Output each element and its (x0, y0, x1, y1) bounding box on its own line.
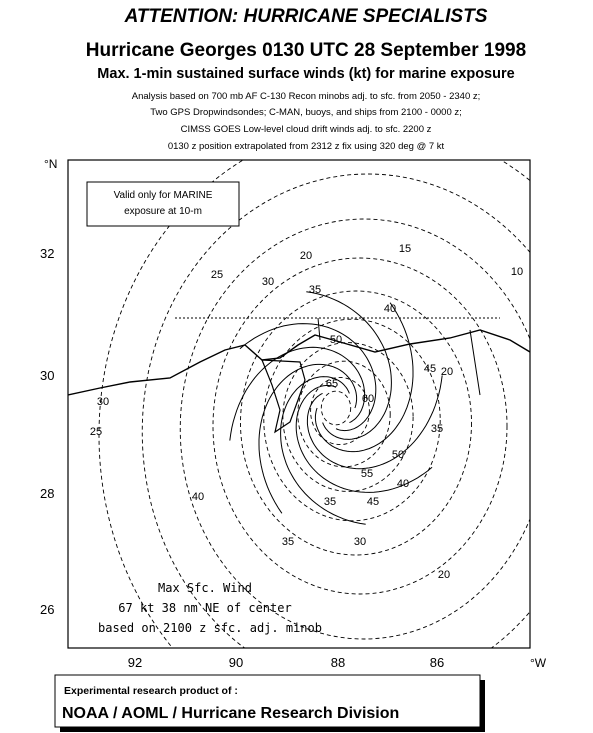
lat-tick: 26 (40, 602, 54, 617)
lon-tick: 88 (331, 655, 345, 670)
valid-box (86, 181, 240, 227)
contour-label: 65 (326, 378, 338, 390)
contour-label: 20 (300, 250, 312, 262)
contour-label: 35 (282, 536, 294, 548)
isotach (212, 257, 508, 595)
streamline (306, 375, 443, 470)
streamline (280, 376, 366, 525)
contour-label: 35 (309, 284, 321, 296)
contour-label: 45 (367, 496, 379, 508)
footer-box (54, 674, 481, 728)
contour-label: 30 (262, 276, 274, 288)
streamline (229, 346, 366, 441)
contour-label: 40 (397, 478, 409, 490)
contour-label: 40 (384, 303, 396, 315)
footer-line: Experimental research product of : (64, 685, 238, 697)
title: Hurricane Georges 0130 UTC 28 September … (86, 40, 526, 61)
contour-label: 40 (192, 491, 204, 503)
streamline (314, 302, 414, 453)
lat-tick: 30 (40, 368, 54, 383)
streamline (295, 384, 433, 493)
contour-label: 50 (392, 449, 404, 461)
note: 0130 z position extrapolated from 2312 z… (168, 141, 445, 152)
streamline (239, 323, 377, 432)
max-wind: based on 2100 z sfc. adj. minob (98, 621, 322, 635)
contour-label: 35 (324, 496, 336, 508)
contour-label: 25 (211, 269, 223, 281)
lon-tick: 86 (430, 655, 444, 670)
map-frame (67, 159, 531, 649)
contour-label: 60 (362, 393, 374, 405)
lon-tick: 92 (128, 655, 142, 670)
contour-label: 30 (97, 396, 109, 408)
lat-tick: 32 (40, 246, 54, 261)
note: Analysis based on 700 mb AF C-130 Recon … (132, 91, 481, 102)
contour-label: 20 (441, 366, 453, 378)
streamline (306, 291, 392, 440)
contour-label: 10 (511, 266, 523, 278)
contour-label: 25 (90, 426, 102, 438)
contour-label: 15 (399, 243, 411, 255)
footer-line: NOAA / AOML / Hurricane Research Divisio… (62, 705, 399, 722)
lon-unit: °W (530, 656, 547, 670)
subtitle: Max. 1-min sustained surface winds (kt) … (97, 66, 514, 82)
max-wind: Max Sfc. Wind (158, 581, 252, 595)
contour-label: 35 (431, 423, 443, 435)
border (317, 317, 481, 396)
streamline (258, 363, 358, 514)
valid-note: exposure at 10-m (124, 206, 202, 217)
wind-field (68, 160, 530, 648)
isotach (179, 218, 530, 640)
contour-label: 20 (438, 569, 450, 581)
note: Two GPS Dropwindsondes; C-MAN, buoys, an… (150, 107, 462, 118)
lon-tick: 90 (229, 655, 243, 670)
note: CIMSS GOES Low-level cloud drift winds a… (181, 124, 432, 135)
max-wind: 67 kt 38 nm NE of center (118, 601, 291, 615)
isotach (320, 390, 352, 426)
isotach (310, 376, 370, 446)
isotach (263, 318, 441, 522)
contour-label: 55 (361, 468, 373, 480)
valid-note: Valid only for MARINE (114, 190, 213, 201)
isotach (240, 290, 472, 556)
isotach (98, 160, 530, 648)
banner: ATTENTION: HURRICANE SPECIALISTS (124, 6, 488, 27)
contour-label: 45 (424, 363, 436, 375)
lat-unit: °N (44, 157, 57, 171)
lat-tick: 28 (40, 486, 54, 501)
contour-label: 30 (354, 536, 366, 548)
contour-label: 50 (330, 334, 342, 346)
